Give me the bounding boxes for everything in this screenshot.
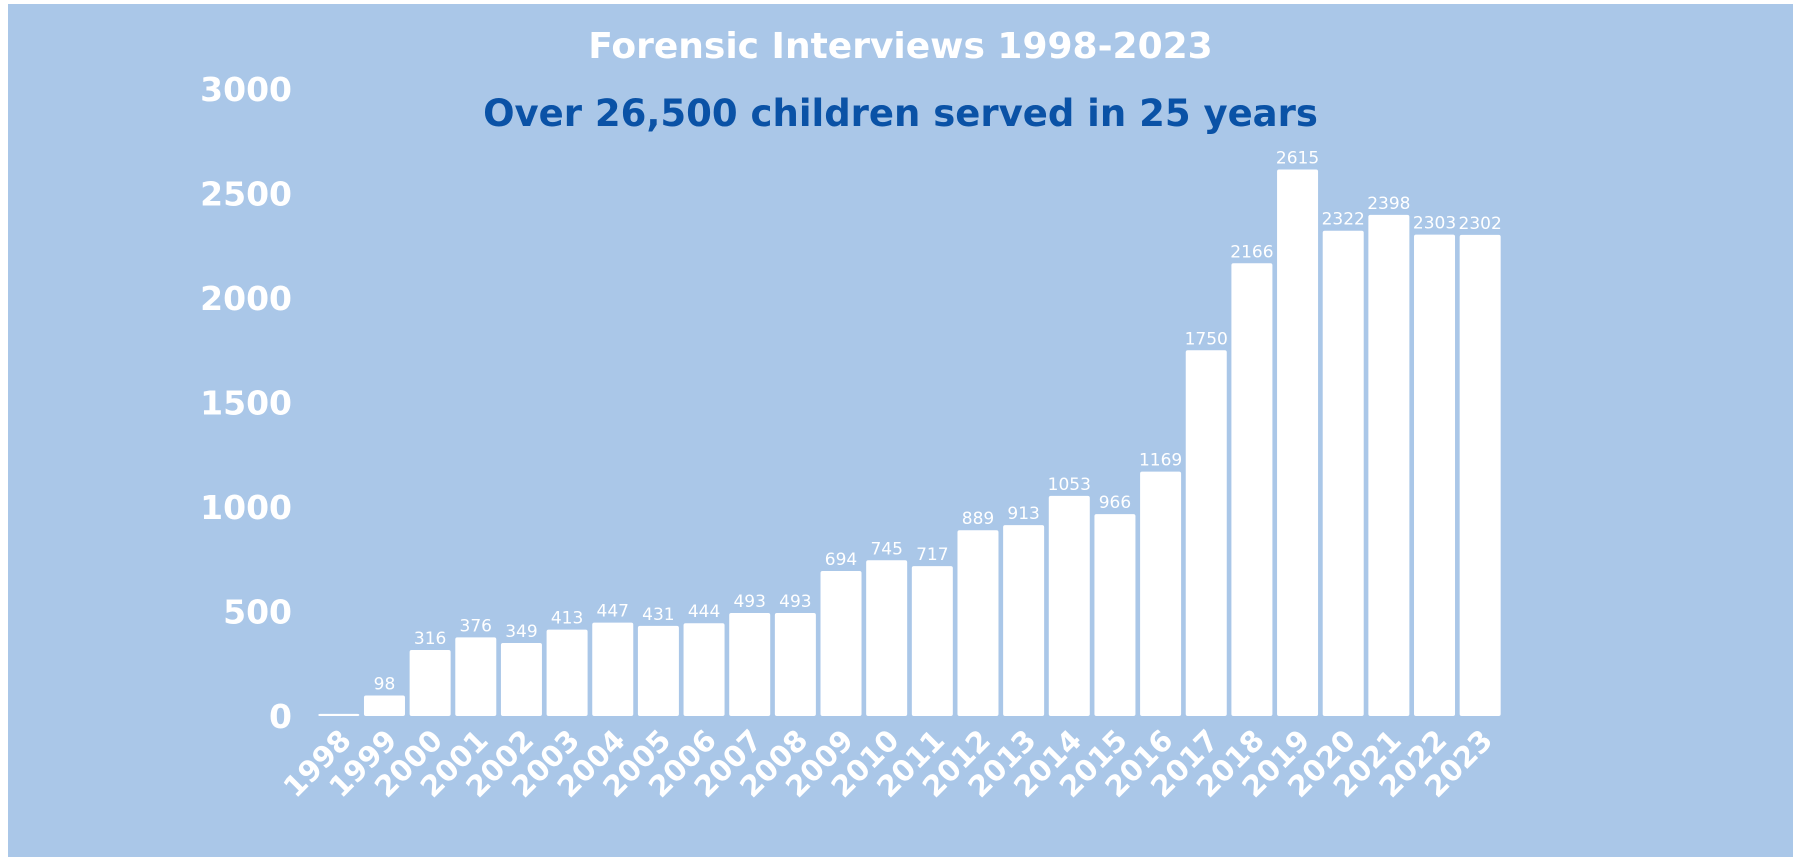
data-label: 349 [505, 622, 537, 642]
data-label: 493 [733, 592, 765, 612]
data-label: 447 [597, 602, 629, 622]
bar-1998 [318, 713, 360, 716]
data-label: 2166 [1230, 242, 1273, 262]
data-label: 1750 [1185, 329, 1228, 349]
data-label: 98 [374, 675, 396, 695]
bar-chart: 0500100015002000250030001998981999316200… [200, 70, 1502, 804]
data-label: 444 [688, 602, 720, 622]
y-tick-label: 0 [269, 697, 292, 736]
y-tick-label: 1500 [200, 384, 292, 423]
y-tick-label: 2000 [200, 279, 292, 318]
bar-2012 [957, 530, 999, 716]
bar-2007 [729, 612, 771, 716]
data-label: 431 [642, 605, 674, 625]
bar-2001 [455, 637, 497, 716]
data-label: 694 [825, 550, 857, 570]
bar-2000 [409, 649, 451, 716]
data-label: 2615 [1276, 148, 1319, 168]
data-label: 966 [1099, 493, 1131, 513]
data-label: 493 [779, 592, 811, 612]
data-label: 376 [460, 616, 492, 636]
bar-2011 [911, 566, 953, 716]
data-label: 2322 [1322, 210, 1365, 230]
data-label: 413 [551, 609, 583, 629]
data-label: 2398 [1367, 194, 1410, 214]
data-label: 717 [916, 545, 948, 565]
bar-2009 [820, 570, 862, 716]
y-tick-label: 3000 [200, 70, 292, 109]
bar-2019 [1277, 169, 1319, 717]
bar-2005 [637, 625, 679, 716]
chart-panel: 0 500 1000 1500 2000 2500 3000 1998 98 1999 316 200… [8, 4, 1793, 857]
chart-title: Forensic Interviews 1998-2023 [588, 26, 1213, 67]
data-label: 1169 [1139, 451, 1182, 471]
bar-2013 [1003, 525, 1045, 716]
y-tick-label: 2500 [200, 175, 292, 214]
bar-2022 [1414, 234, 1456, 716]
bar-2021 [1368, 214, 1410, 716]
bar-2002 [500, 643, 542, 716]
data-label: 745 [870, 539, 902, 559]
y-tick-label: 500 [223, 593, 292, 632]
bar-2004 [592, 622, 634, 716]
bar-2016 [1140, 471, 1182, 716]
chart-subtitle: Over 26,500 children served in 25 years [483, 92, 1318, 135]
bar-2018 [1231, 263, 1273, 716]
bar-2015 [1094, 514, 1136, 716]
data-label: 2303 [1413, 214, 1456, 234]
bar-1999 [363, 695, 405, 716]
data-label: 889 [962, 509, 994, 529]
bar-2006 [683, 623, 725, 716]
bar-2020 [1322, 230, 1364, 716]
bar-2017 [1185, 350, 1227, 716]
bar-2014 [1048, 495, 1090, 716]
data-label: 913 [1007, 504, 1039, 524]
y-tick-label: 1000 [200, 488, 292, 527]
data-label: 2302 [1459, 214, 1502, 234]
data-label: 1053 [1048, 475, 1091, 495]
bar-2003 [546, 629, 588, 716]
bar-2010 [866, 560, 908, 716]
data-label: 316 [414, 629, 446, 649]
bar-2023 [1459, 234, 1501, 716]
bar-2008 [774, 612, 816, 716]
